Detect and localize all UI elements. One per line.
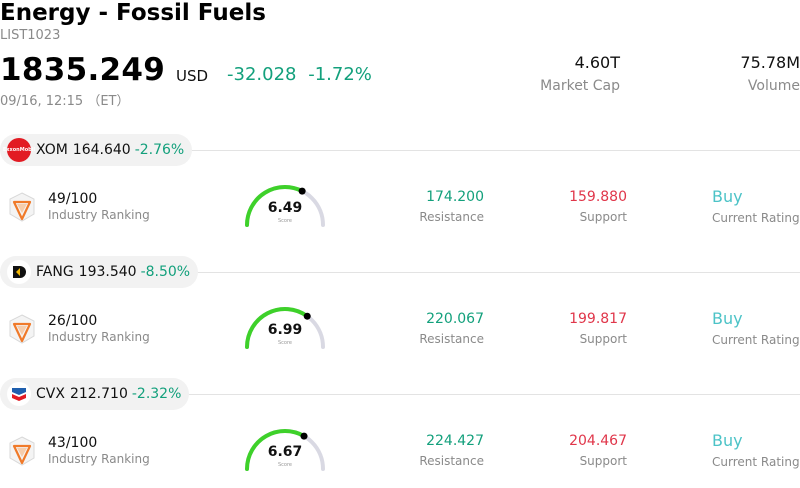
stock-change-pct: -2.32% — [131, 386, 182, 402]
resistance-block: 174.200 Resistance — [419, 189, 484, 224]
resistance-label: Resistance — [419, 332, 484, 346]
ranking-badge-icon — [9, 192, 35, 222]
rating-label: Current Rating — [712, 455, 800, 469]
resistance-value: 174.200 — [426, 189, 484, 205]
score-value: 6.67 — [267, 444, 303, 460]
score-caption: Score — [277, 340, 292, 346]
score-gauge — [245, 429, 325, 471]
chevron-logo — [7, 382, 31, 406]
volume-value: 75.78M — [740, 53, 800, 72]
stock-ticker: XOM — [36, 142, 68, 158]
volume-label: Volume — [747, 78, 800, 94]
gauge-marker — [303, 312, 311, 320]
resistance-block: 220.067 Resistance — [419, 311, 484, 346]
rating-value[interactable]: Buy — [712, 309, 743, 328]
price-change-pct: -1.72% — [308, 64, 372, 85]
support-block: 199.817 Support — [569, 311, 627, 346]
score-value: 6.49 — [267, 200, 303, 216]
resistance-label: Resistance — [419, 210, 484, 224]
industry-ranking-value: 43/100 — [48, 435, 98, 451]
support-block: 159.880 Support — [569, 189, 627, 224]
resistance-block: 224.427 Resistance — [419, 433, 484, 468]
ranking-badge-icon — [9, 314, 35, 344]
stock-ticker: CVX — [36, 386, 65, 402]
industry-ranking-label: Industry Ranking — [48, 452, 150, 466]
currency-label: USD — [176, 67, 209, 85]
market-cap-value: 4.60T — [574, 53, 620, 72]
diamondback-logo-mark — [13, 266, 26, 278]
stock-ticker: FANG — [36, 264, 74, 280]
support-value: 159.880 — [569, 189, 627, 205]
score-caption: Score — [277, 218, 292, 224]
rating-value[interactable]: Buy — [712, 431, 743, 450]
page-title: Energy - Fossil Fuels — [0, 0, 266, 26]
chevron-logo-mark — [12, 388, 26, 401]
stock-change-pct: -2.76% — [134, 142, 185, 158]
rating-block: Buy Current Rating — [712, 187, 800, 225]
industry-ranking-value: 49/100 — [48, 191, 98, 207]
ranking-badge-icon — [9, 436, 35, 466]
exxonmobil-logo-text: ExxonMobil — [2, 146, 36, 153]
gauge-marker — [300, 432, 308, 440]
exxonmobil-logo: ExxonMobil — [3, 138, 35, 162]
rating-value[interactable]: Buy — [712, 187, 743, 206]
stock-price: 212.710 — [69, 386, 128, 402]
industry-ranking-value: 26/100 — [48, 313, 98, 329]
resistance-value: 220.067 — [426, 311, 484, 327]
stock-pill-fang[interactable]: FANG 193.540 -8.50% — [0, 256, 199, 288]
support-label: Support — [579, 454, 627, 468]
gauge-fill — [245, 429, 307, 471]
price-change: -32.028 -1.72% — [227, 64, 372, 85]
gauge-fill — [245, 185, 305, 227]
gauge-fill — [245, 307, 310, 349]
score-gauge — [245, 185, 325, 227]
support-value: 204.467 — [569, 433, 627, 449]
support-value: 199.817 — [569, 311, 627, 327]
stock-pill-cvx[interactable]: CVX 212.710 -2.32% — [0, 378, 190, 410]
market-cap-stat: 4.60T Market Cap — [500, 53, 620, 94]
price-change-value: -32.028 — [227, 64, 297, 85]
section-divider — [0, 150, 800, 151]
rating-block: Buy Current Rating — [712, 309, 800, 347]
resistance-value: 224.427 — [426, 433, 484, 449]
industry-ranking-label: Industry Ranking — [48, 330, 150, 344]
rating-block: Buy Current Rating — [712, 431, 800, 469]
support-label: Support — [579, 210, 627, 224]
list-id: LIST1023 — [0, 28, 61, 43]
index-price: 1835.249 — [0, 52, 166, 88]
stock-pill-xom[interactable]: ExxonMobil XOM 164.640 -2.76% — [0, 134, 193, 166]
diamondback-logo — [7, 260, 31, 284]
stock-price: 164.640 — [72, 142, 131, 158]
industry-ranking-label: Industry Ranking — [48, 208, 150, 222]
support-block: 204.467 Support — [569, 433, 627, 468]
section-divider — [0, 272, 800, 273]
stock-price: 193.540 — [78, 264, 137, 280]
rating-label: Current Rating — [712, 211, 800, 225]
section-divider — [0, 394, 800, 395]
market-cap-label: Market Cap — [540, 78, 620, 94]
score-caption: Score — [277, 462, 292, 468]
support-label: Support — [579, 332, 627, 346]
score-value: 6.99 — [267, 322, 303, 338]
timestamp: 09/16, 12:15 （ET） — [0, 94, 130, 109]
volume-stat: 75.78M Volume — [680, 53, 800, 94]
gauge-marker — [298, 187, 306, 195]
stock-change-pct: -8.50% — [140, 264, 191, 280]
score-gauge — [245, 307, 325, 349]
resistance-label: Resistance — [419, 454, 484, 468]
rating-label: Current Rating — [712, 333, 800, 347]
